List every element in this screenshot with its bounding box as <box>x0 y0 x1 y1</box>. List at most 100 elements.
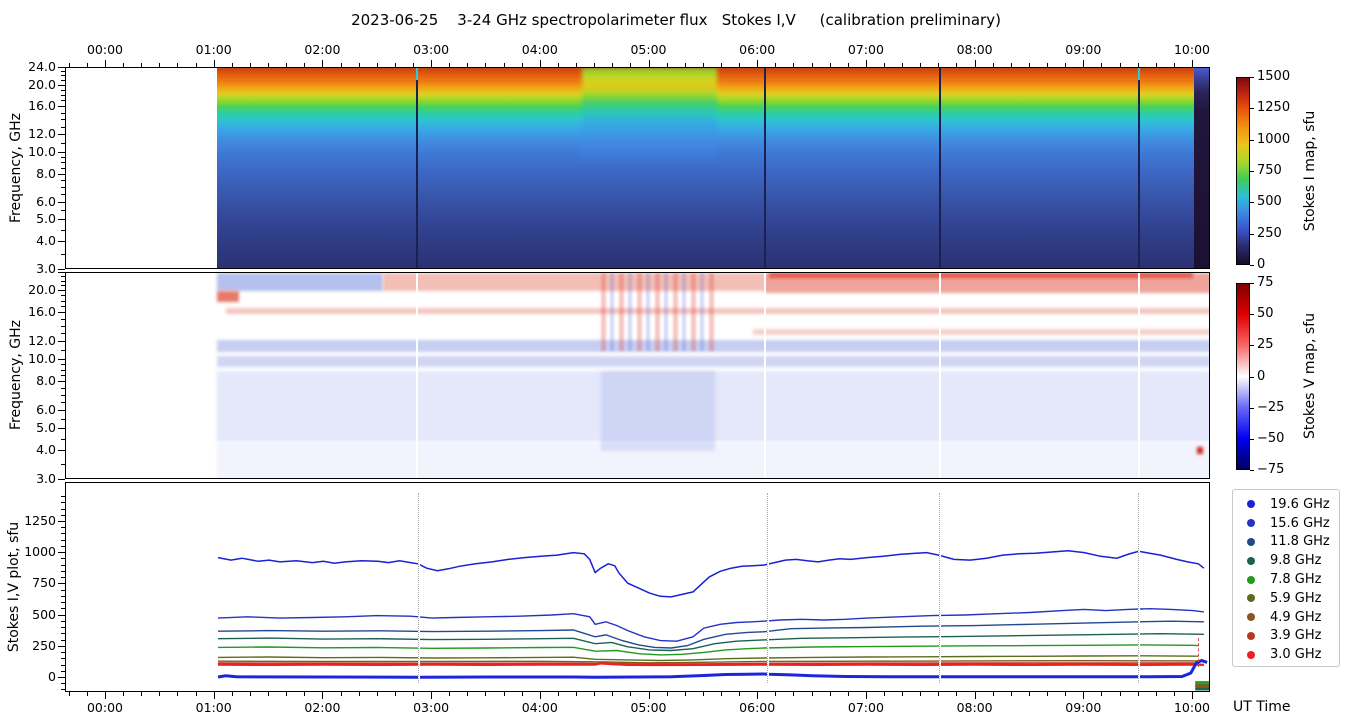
x-tick <box>1173 692 1175 696</box>
colorbar-tick <box>1250 171 1254 172</box>
y-tick <box>58 272 65 273</box>
legend: 19.6 GHz 15.6 GHz 11.8 GHz 9.8 GHz 7.8 GHz 5.… <box>1232 489 1340 667</box>
x-tick <box>449 63 451 67</box>
x-tick <box>829 692 831 696</box>
colorbar-tick <box>1250 438 1254 440</box>
y-tick <box>58 84 65 86</box>
series-9.8-ghz-i <box>217 632 1204 652</box>
y-tick-minor <box>61 295 65 297</box>
y-tick-minor <box>61 100 65 102</box>
x-tick <box>974 692 976 699</box>
x-tick-label: 09:00 <box>1065 700 1102 715</box>
legend-marker <box>1247 631 1255 640</box>
x-tick <box>141 63 143 67</box>
y-tick-minor <box>61 369 65 371</box>
x-tick <box>902 692 904 696</box>
x-tick <box>123 63 125 67</box>
x-tick <box>757 692 759 699</box>
legend-label: 5.9 GHz <box>1270 590 1322 606</box>
y-tick-label: 16.0 <box>28 98 56 114</box>
y-tick <box>58 552 65 554</box>
calibration-line <box>415 68 418 268</box>
x-tick <box>1137 63 1139 67</box>
legend-item: 3.0 GHz <box>1233 645 1339 664</box>
legend-item: 9.8 GHz <box>1233 551 1339 570</box>
y-tick-label: 1250 <box>24 513 56 528</box>
y-tick <box>58 241 65 243</box>
x-tick-label: 06:00 <box>739 42 776 57</box>
x-tick <box>757 60 759 67</box>
x-tick <box>431 60 433 67</box>
stokes-iv-plot-panel <box>65 482 1210 692</box>
colorbar-tick <box>1250 77 1254 78</box>
x-tick <box>358 63 360 67</box>
y-tick-minor <box>61 280 65 282</box>
calibration-line <box>1137 68 1140 268</box>
x-tick <box>286 63 288 67</box>
x-tick <box>1173 63 1175 67</box>
calibration-line <box>1137 273 1141 478</box>
x-tick-label: 07:00 <box>847 700 884 715</box>
calibration-line <box>415 273 419 478</box>
legend-label: 19.6 GHz <box>1270 496 1330 512</box>
x-tick-label: 06:00 <box>739 700 776 715</box>
y-tick-minor <box>61 375 65 377</box>
x-tick <box>793 692 795 696</box>
y-tick-label: 24.0 <box>28 59 56 74</box>
x-tick <box>1119 692 1121 696</box>
stokes-iv-lines <box>217 549 1209 691</box>
y-tick-minor <box>61 633 65 635</box>
y-tick-minor <box>61 186 65 188</box>
x-tick <box>1101 63 1103 67</box>
flare-marker-line <box>1198 638 1200 667</box>
x-tick <box>684 692 686 696</box>
colorbar-tick-label: 0 <box>1257 368 1266 384</box>
y-tick-minor <box>61 229 65 231</box>
calibration-line <box>938 273 942 478</box>
x-tick <box>86 692 88 696</box>
y-tick-label: 10.0 <box>28 144 56 160</box>
series-11.8-ghz-i <box>217 620 1204 649</box>
y-tick-minor <box>61 179 65 181</box>
y-tick-label: 3.0 <box>36 471 56 486</box>
x-tick <box>304 692 306 696</box>
x-tick <box>720 692 722 696</box>
y-tick-label: 3.0 <box>36 261 56 276</box>
time-axis-label: UT Time <box>1233 699 1291 715</box>
y-tick-minor <box>61 126 65 128</box>
stokes-v-band <box>216 370 1209 442</box>
x-tick <box>539 692 541 699</box>
x-tick-label: 02:00 <box>304 700 341 715</box>
calibration-line <box>763 273 767 478</box>
y-tick-minor <box>61 162 65 164</box>
colorbar-tick <box>1250 139 1254 141</box>
x-tick-label: 08:00 <box>956 700 993 715</box>
stokes-v-colorbar <box>1236 283 1250 470</box>
y-tick-minor <box>61 306 65 308</box>
y-tick-label: 0 <box>48 669 56 684</box>
y-tick-minor <box>61 514 65 516</box>
legend-label: 3.0 GHz <box>1270 647 1322 663</box>
x-tick <box>68 692 70 696</box>
x-tick <box>195 692 197 696</box>
y-tick-label: 12.0 <box>28 126 56 142</box>
y-tick-minor <box>61 508 65 510</box>
y-tick-minor <box>61 558 65 560</box>
x-tick <box>576 63 578 67</box>
x-tick <box>956 63 958 67</box>
y-tick-label: 5.0 <box>36 211 56 227</box>
x-tick <box>648 60 650 67</box>
y-tick-minor <box>61 589 65 591</box>
stokes-v-map-panel <box>65 272 1210 479</box>
x-tick <box>666 692 668 696</box>
y-tick-minor <box>61 394 65 396</box>
x-tick <box>412 63 414 67</box>
x-tick <box>594 63 596 67</box>
x-tick <box>376 63 378 67</box>
legend-marker <box>1247 575 1255 584</box>
x-tick <box>521 63 523 67</box>
y-tick-minor <box>61 463 65 465</box>
x-tick <box>105 692 106 699</box>
series-19.6-ghz-v <box>217 658 1208 679</box>
stokes-v-band <box>383 273 764 292</box>
